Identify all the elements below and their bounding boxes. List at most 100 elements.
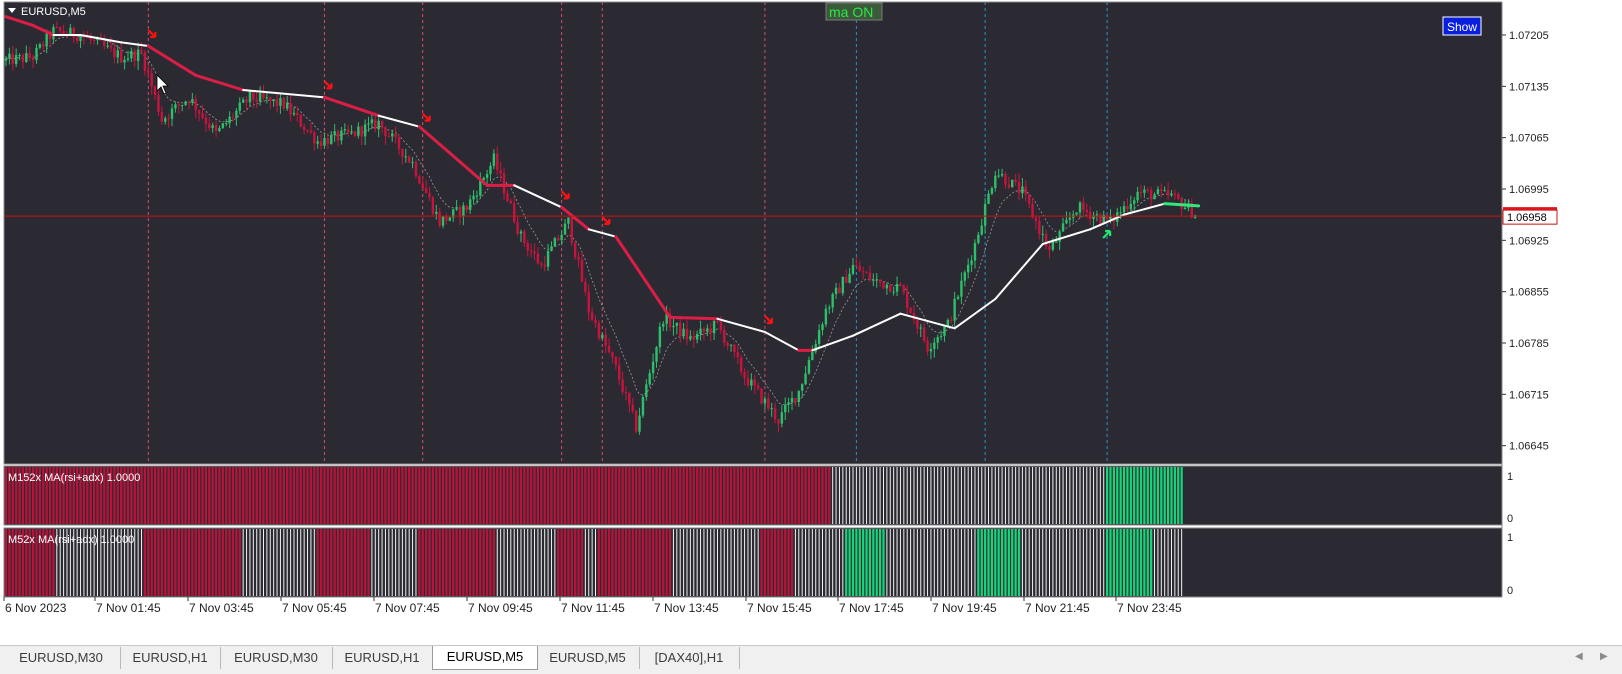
candle-body [594, 319, 597, 323]
candle-body [645, 384, 648, 398]
indicator1-scale-top: 1 [1507, 471, 1513, 483]
candle-body [780, 412, 784, 424]
candle-body [482, 177, 485, 181]
chart-tab-eurusd-m5[interactable]: EURUSD,M5 [432, 646, 538, 670]
time-axis-label: 7 Nov 07:45 [375, 601, 440, 615]
candle-body [878, 279, 882, 283]
candle-body [828, 307, 831, 309]
candle-body [814, 343, 817, 352]
candle-body [618, 364, 621, 380]
candle-body [1183, 207, 1187, 210]
slow-ma-segment [899, 312, 956, 330]
indicator1-scale-bottom: 0 [1507, 513, 1513, 525]
candle-body [540, 263, 543, 265]
candle-body [252, 91, 255, 100]
tab-scroll-left-icon[interactable]: ◀ [1575, 651, 1583, 662]
candle-body [269, 97, 272, 101]
candle-body [1051, 241, 1055, 250]
candle-body [865, 272, 868, 274]
candle-body [838, 287, 841, 294]
chart-tab-eurusd-h1[interactable]: EURUSD,H1 [332, 647, 433, 669]
candle-body [414, 162, 418, 177]
candle-body [773, 408, 777, 420]
candle-body [479, 180, 482, 196]
candle-body [658, 326, 662, 348]
candle-body [231, 116, 235, 118]
candle-body [119, 50, 123, 63]
candle-body [1007, 184, 1011, 188]
candle-body [14, 54, 18, 65]
candle-body [319, 141, 323, 146]
candle-body [560, 234, 563, 241]
candle-body [323, 138, 326, 146]
candle-body [821, 324, 824, 331]
chart-tab-eurusd-m30[interactable]: EURUSD,M30 [220, 647, 333, 669]
candle-body [363, 124, 367, 137]
main-price-pane[interactable] [3, 1, 1503, 465]
candle-body [1048, 246, 1051, 250]
symbol-menu-triangle-icon[interactable] [8, 8, 16, 13]
chart-tab-eurusd-m5[interactable]: EURUSD,M5 [536, 647, 640, 669]
candle-body [404, 156, 407, 158]
candle-body [435, 212, 438, 214]
buy-arrow-icon [1102, 229, 1112, 239]
candle-body [343, 129, 346, 131]
candle-body [92, 39, 96, 41]
candle-body [902, 285, 906, 293]
candle-body [136, 49, 140, 62]
candle-body [543, 264, 546, 267]
candle-body [380, 120, 384, 128]
candle-body [994, 175, 997, 188]
candle-body [201, 113, 204, 118]
candle-body [1014, 179, 1017, 182]
candle-body [279, 97, 282, 106]
candle-body [499, 170, 502, 174]
slow-ma-segment [587, 228, 617, 238]
candle-body [519, 231, 523, 234]
candle-body [170, 108, 174, 119]
candle-body [790, 398, 794, 403]
candle-body [160, 112, 164, 122]
candle-body [834, 287, 838, 294]
candle-body [397, 136, 401, 149]
current-price-label: 1.06958 [1507, 212, 1547, 224]
chart-tab-eurusd-m30[interactable]: EURUSD,M30 [2, 647, 121, 669]
show-button[interactable]: Show [1442, 16, 1482, 36]
candle-body [739, 357, 743, 372]
tab-scroll-right-icon[interactable]: ▶ [1600, 651, 1608, 662]
candle-body [536, 253, 540, 264]
chart-tab-dax40-h1[interactable]: [DAX40],H1 [639, 647, 740, 669]
candle-body [492, 153, 496, 166]
candle-body [1061, 223, 1065, 232]
candle-body [428, 192, 431, 198]
candle-body [845, 277, 848, 283]
candle-body [756, 385, 760, 389]
sell-arrow-icon [764, 315, 774, 325]
candle-body [777, 419, 780, 424]
time-axis-label: 7 Nov 01:45 [96, 601, 161, 615]
candle-body [8, 53, 11, 59]
candle-body [1044, 233, 1048, 247]
slow-ma-segment [4, 15, 35, 27]
chart-tab-eurusd-h1[interactable]: EURUSD,H1 [120, 647, 221, 669]
candle-body [452, 209, 455, 218]
candle-body [933, 342, 936, 349]
candle-body [817, 330, 821, 344]
slow-ma-segment [1163, 202, 1201, 208]
candle-body [800, 384, 804, 391]
candle-body [1190, 203, 1193, 218]
candle-body [939, 335, 943, 338]
candle-body [360, 126, 363, 137]
candle-body [72, 27, 75, 38]
candle-body [167, 118, 170, 120]
candle-body [333, 131, 336, 135]
ma-toggle-button[interactable]: ma ON [825, 2, 883, 21]
candle-body [384, 127, 387, 137]
candle-body [475, 195, 479, 197]
candle-body [1024, 186, 1027, 195]
candle-body [702, 328, 706, 332]
candle-body [966, 264, 970, 273]
candle-body [441, 216, 445, 226]
candle-body [462, 205, 465, 217]
